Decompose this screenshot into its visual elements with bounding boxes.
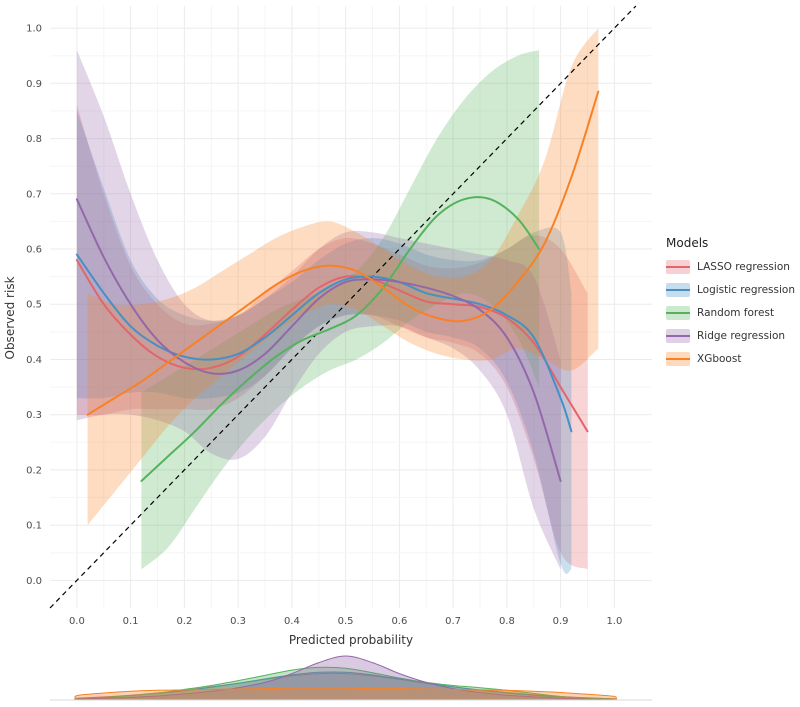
- legend-key-swatch: [666, 329, 690, 343]
- legend-item: XGboost: [666, 352, 798, 366]
- confidence-band-lasso-regression: [76, 105, 588, 570]
- legend-key-line: [666, 357, 690, 361]
- legend-title: Models: [666, 236, 709, 250]
- legend-item-label: Logistic regression: [697, 284, 795, 296]
- y-tick-label: 0.3: [26, 410, 42, 421]
- legend-item: Logistic regression: [666, 283, 798, 297]
- y-tick-label: 1.0: [26, 24, 42, 35]
- legend-item-label: Random forest: [697, 307, 775, 319]
- legend-item: Ridge regression: [666, 329, 798, 343]
- density-chart: [50, 655, 652, 701]
- legend-items: LASSO regression Logistic regression Rando…: [666, 260, 798, 366]
- x-tick-label: 0.5: [338, 616, 354, 627]
- legend-item: LASSO regression: [666, 260, 798, 274]
- density-random-forest: [74, 666, 617, 701]
- confidence-band-logistic-regression: [76, 110, 572, 574]
- x-tick-label: 0.6: [391, 616, 407, 627]
- y-tick-label: 0.2: [26, 465, 42, 476]
- y-tick-label: 0.6: [26, 245, 42, 256]
- density-panel: [0, 648, 660, 707]
- legend-key-line: [666, 288, 690, 292]
- x-tick-label: 0.9: [553, 616, 569, 627]
- series-line-layer: [75, 90, 600, 482]
- legend-item: Random forest: [666, 306, 798, 320]
- x-tick-label: 0.4: [284, 616, 300, 627]
- legend-item-label: LASSO regression: [697, 261, 790, 273]
- density-ridge-regression: [74, 655, 617, 701]
- density-xgboost: [74, 687, 617, 701]
- confidence-band-layer: [76, 28, 599, 574]
- y-axis-title: Observed risk: [3, 276, 17, 359]
- legend-item-label: XGboost: [697, 353, 742, 365]
- y-tick-label: 0.0: [26, 576, 42, 587]
- legend-key-swatch: [666, 260, 690, 274]
- main-plot: 0.0 0.1 0.2 0.3 0.4 0.5 0.6 0.7 0.8 0.9 1.0 0.0 0.1 0…: [3, 5, 652, 647]
- legend-key-line: [666, 265, 690, 269]
- legend-key-swatch: [666, 306, 690, 320]
- confidence-band-ridge-regression: [76, 50, 561, 570]
- y-tick-label: 0.5: [26, 300, 42, 311]
- legend-key-swatch: [666, 352, 690, 366]
- y-tick-label: 0.8: [26, 134, 42, 145]
- y-tick-label: 0.4: [26, 355, 42, 366]
- series-line-xgboost: [86, 90, 600, 416]
- y-tick-label: 0.7: [26, 189, 42, 200]
- x-tick-label: 0.7: [445, 616, 461, 627]
- x-tick-label: 0.3: [230, 616, 246, 627]
- y-tick-label: 0.9: [26, 79, 42, 90]
- x-tick-label: 0.2: [176, 616, 192, 627]
- legend-key-swatch: [666, 283, 690, 297]
- legend-key-line: [666, 334, 690, 338]
- grid-layer: [50, 6, 652, 608]
- calibration-chart: 0.0 0.1 0.2 0.3 0.4 0.5 0.6 0.7 0.8 0.9 1.0 0.0 0.1 0…: [3, 5, 652, 647]
- legend-item-label: Ridge regression: [697, 330, 786, 342]
- series-line-random-forest: [140, 196, 541, 482]
- series-line-lasso-regression: [75, 259, 589, 433]
- x-tick-label: 0.8: [499, 616, 515, 627]
- legend: Models LASSO regression Logistic regressi…: [666, 236, 798, 375]
- legend-key-line: [666, 311, 690, 315]
- x-tick-label: 0.0: [69, 616, 85, 627]
- series-line-ridge-regression: [75, 198, 562, 482]
- series-line-logistic-regression: [75, 253, 573, 433]
- x-tick-label: 0.1: [123, 616, 139, 627]
- axis-layer: 0.0 0.1 0.2 0.3 0.4 0.5 0.6 0.7 0.8 0.9 1.0 0.0 0.1 0…: [26, 24, 622, 627]
- x-axis-title: Predicted probability: [289, 633, 413, 647]
- y-tick-label: 0.1: [26, 521, 42, 532]
- x-tick-label: 1.0: [606, 616, 622, 627]
